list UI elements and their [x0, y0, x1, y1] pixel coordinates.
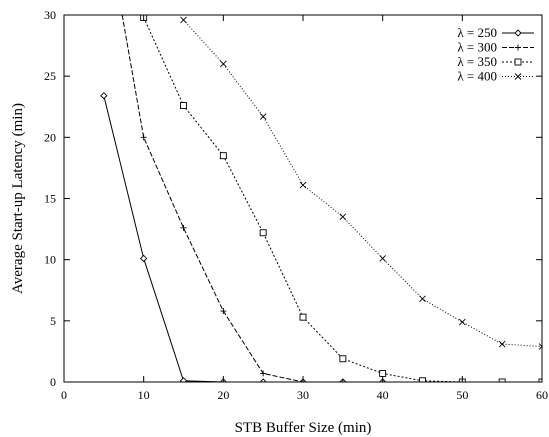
data-point: [100, 92, 108, 100]
x-tick-label: 30: [297, 388, 309, 402]
legend-item: λ = 350: [457, 54, 534, 69]
data-point: [379, 369, 387, 377]
data-point: [339, 379, 346, 382]
data-point: [180, 102, 187, 109]
x-tick-label: 10: [138, 388, 150, 402]
x-tick-label: 20: [217, 388, 229, 402]
data-point: [299, 181, 307, 189]
x-tick-label: 50: [456, 388, 468, 402]
data-point: [538, 378, 542, 382]
legend-label: λ = 250: [457, 25, 497, 40]
data-point: [140, 254, 148, 263]
y-tick-label: 20: [44, 130, 56, 144]
legend-label: λ = 400: [457, 69, 497, 84]
data-point: [419, 377, 426, 382]
series-line: [103, 95, 542, 382]
x-tick-label: 40: [377, 388, 389, 402]
data-point: [140, 134, 147, 141]
series-layer: [100, 15, 542, 382]
axis-ticks: 0 10 20 30 40 50 60 0 5 10 15 20 25 30: [44, 8, 548, 402]
data-point: [259, 113, 267, 120]
data-point: [339, 355, 347, 363]
legend-label: λ = 300: [457, 40, 497, 55]
data-point: [220, 60, 227, 68]
y-tick-label: 0: [50, 375, 56, 389]
data-point: [299, 313, 307, 321]
data-point: [339, 213, 347, 221]
data-point: [419, 295, 426, 303]
data-point: [498, 378, 506, 382]
data-point: [379, 255, 386, 262]
series-4: [180, 16, 542, 350]
y-tick-label: 25: [44, 69, 56, 83]
series-line: [121, 15, 542, 382]
legend-item: λ = 300: [457, 40, 534, 55]
data-point: [538, 343, 542, 350]
legend-item: λ = 400: [457, 69, 534, 84]
y-tick-label: 15: [44, 192, 56, 206]
legend-marker: [514, 58, 522, 66]
legend-marker: [514, 29, 522, 37]
y-tick-label: 30: [44, 8, 56, 22]
x-axis-label: STB Buffer Size (min): [235, 420, 372, 436]
data-point: [180, 224, 187, 231]
legend-marker: [514, 73, 522, 80]
data-point: [179, 377, 188, 382]
y-axis-label: Average Start-up Latency (min): [10, 103, 26, 294]
series-1: [100, 92, 542, 382]
legend-label: λ = 350: [457, 54, 497, 69]
data-point: [180, 16, 187, 24]
data-point: [259, 378, 267, 382]
x-tick-label: 0: [61, 388, 67, 402]
data-point: [259, 229, 267, 237]
data-point: [260, 370, 267, 377]
legend-item: λ = 250: [457, 25, 534, 40]
y-tick-label: 10: [44, 253, 56, 267]
y-tick-label: 5: [50, 314, 56, 328]
data-point: [220, 308, 227, 315]
legend-marker: [515, 44, 521, 51]
data-point: [219, 152, 227, 160]
data-point: [498, 340, 506, 348]
series-line: [183, 19, 542, 348]
x-tick-label: 60: [536, 388, 548, 402]
data-point: [459, 318, 466, 326]
